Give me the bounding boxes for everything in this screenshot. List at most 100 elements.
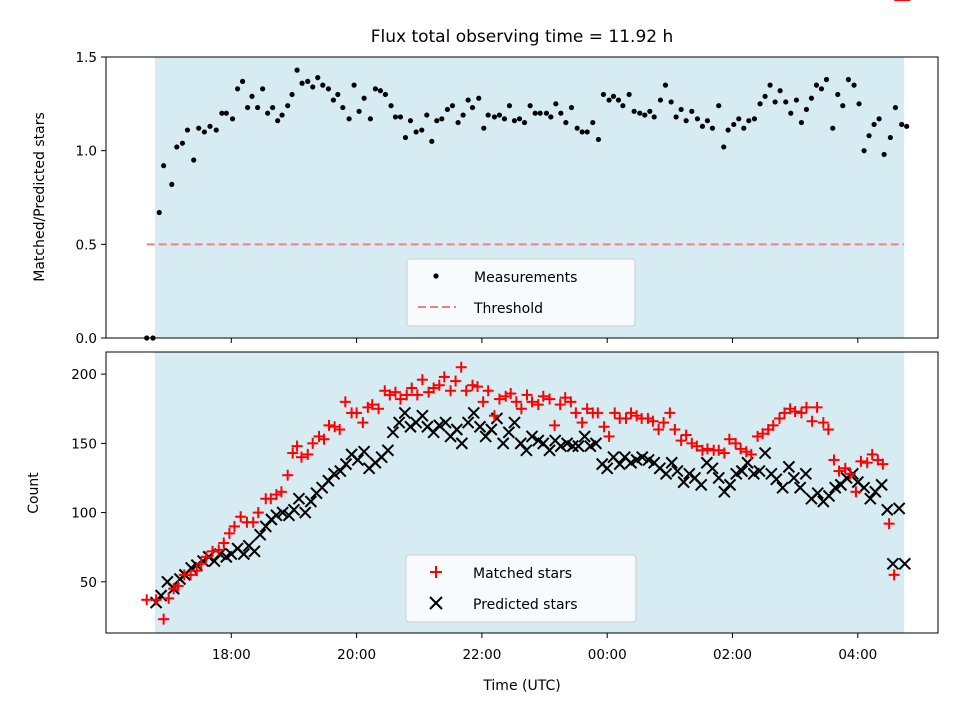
measurement-point [161,163,167,169]
matched-star-point [861,457,873,469]
count-y-axis-label: Count [26,472,42,514]
predicted-star-point [706,462,719,475]
matched-star-point [696,444,708,456]
matched-star-point [701,443,713,455]
legend-matched-marker [430,566,442,578]
measurement-point [662,82,669,88]
measurement-point [788,110,794,116]
predicted-star-point [450,423,464,436]
measurement-point [184,127,191,133]
measurement-point [506,103,513,109]
measurement-point [725,127,731,133]
measurement-point [600,91,607,98]
predicted-star-point [404,420,417,433]
matched-star-point [163,592,175,604]
predicted-star-point [287,503,301,517]
measurement-point [532,110,538,116]
legend-measurements-label: Measurements [474,270,577,286]
predicted-star-point [665,456,678,469]
matched-star-point [789,406,801,418]
measurement-point [830,125,836,131]
predicted-star-point [416,409,429,422]
matched-star-point [647,415,659,427]
measurement-point [881,151,887,158]
predicted-star-point [875,478,888,492]
measurement-point [631,108,637,114]
matched-star-point [521,389,533,401]
matched-star-point [247,516,259,528]
measurement-point [367,116,373,122]
measurement-point [424,112,430,118]
matched-star-point [482,385,494,397]
matched-star-point [515,403,527,415]
matched-star-point [477,396,489,408]
predicted-star-point [473,420,487,433]
measurement-point [469,104,476,111]
matched-star-point [339,396,351,408]
predicted-star-point [520,444,533,457]
measurement-point [620,103,626,109]
measurement-point [610,93,617,99]
matched-star-point [158,613,170,625]
predicted-star-point [566,439,579,453]
matched-star-point [603,430,615,442]
measurement-point [856,101,862,107]
predicted-star-point [589,437,603,450]
matched-star-point [811,401,823,413]
measurement-point [279,112,285,118]
matched-star-point [191,565,203,577]
measurement-point [904,123,910,129]
measurement-point [382,91,389,98]
legend-threshold-label: Threshold [473,301,543,317]
x-tick-label: 00:00 [588,647,627,663]
measurement-point [861,148,867,154]
predicted-star-point [782,460,796,474]
matched-stars-points [141,0,911,625]
measurement-point [798,119,805,126]
matched-star-point [401,389,413,401]
measurement-point [439,116,445,122]
measurement-point [481,125,487,131]
x-tick-label: 04:00 [838,647,877,663]
predicted-star-point [694,478,708,492]
matched-star-point [866,448,878,460]
y-tick-label: 1.0 [76,144,97,160]
matched-star-point [460,385,472,397]
predicted-star-point [351,453,365,467]
measurement-point [285,103,291,109]
measurement-point [392,114,399,120]
y-tick-label: 50 [80,575,97,591]
predicted-star-point [735,464,749,478]
matched-star-point [207,545,219,557]
measurement-point [485,112,491,118]
measurement-point [595,136,602,143]
measurement-point [465,97,471,103]
measurement-point [673,114,679,120]
predicted-star-point [892,502,906,515]
measurement-point [537,110,543,116]
predicted-star-point [683,467,696,481]
ratio-y-axis-label: Matched/Predicted stars [32,112,48,282]
measurement-point [657,97,664,103]
measurement-point [892,104,898,111]
measurement-point [709,125,716,131]
measurement-point [516,116,523,122]
predicted-star-point [864,492,877,505]
legend-predicted-label: Predicted stars [473,597,578,613]
predicted-star-point [799,467,813,481]
measurement-point [320,82,326,88]
predicted-star-point [237,547,251,561]
measurement-point [249,93,255,99]
matched-star-point [351,407,363,419]
count-panel-frame [105,351,939,634]
ratio-panel: 0.0 0.5 1.0 1.5 Matched/Predicted stars Mea… [32,50,939,347]
matched-star-point [735,443,747,455]
matched-star-point [150,594,162,606]
matched-star-point [767,419,779,431]
measurement-point [275,118,281,124]
matched-star-point [800,401,812,413]
measurement-point [716,103,722,109]
matched-star-point [658,417,670,429]
measurement-point [388,103,394,109]
